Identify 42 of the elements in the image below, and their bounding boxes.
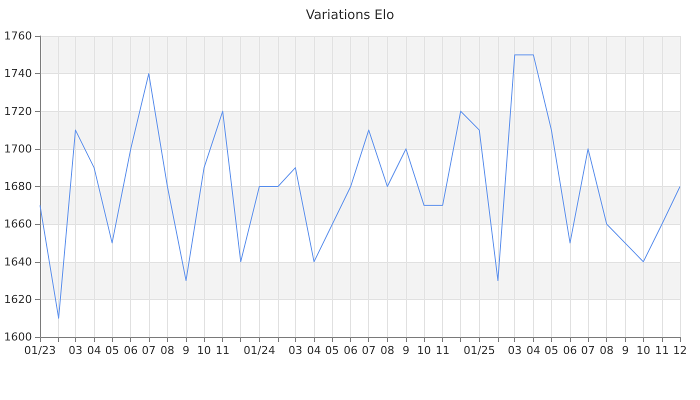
x-tick-label: 01/23	[24, 344, 56, 357]
x-tick-label: 10	[417, 344, 431, 357]
x-tick-label: 05	[105, 344, 120, 357]
x-tick-label: 08	[380, 344, 394, 357]
x-tick-label: 07	[142, 344, 156, 357]
x-tick-label: 06	[124, 344, 138, 357]
y-tick-label: 1680	[4, 180, 32, 193]
x-tick-label: 04	[307, 344, 322, 357]
x-tick-label: 06	[344, 344, 358, 357]
x-tick-label: 05	[325, 344, 340, 357]
x-tick-label: 07	[581, 344, 596, 357]
x-tick-label: 08	[160, 344, 174, 357]
x-tick-label: 10	[197, 344, 212, 357]
x-tick-label: 03	[508, 344, 522, 357]
line-series	[40, 54, 680, 319]
x-tick-label: 10	[636, 344, 650, 357]
y-tick-label: 1600	[4, 330, 32, 344]
x-tick-label: 11	[216, 344, 230, 357]
x-tick-label: 07	[362, 344, 376, 357]
x-tick-label: 9	[182, 344, 190, 357]
y-tick-label: 1640	[4, 255, 32, 268]
y-tick-label: 1720	[4, 104, 32, 118]
x-tick-label: 04	[526, 344, 540, 357]
x-tick-label: 01/24	[243, 344, 276, 357]
y-tick-label: 1620	[4, 292, 32, 306]
x-tick-label: 01/25	[463, 344, 496, 357]
x-tick-label: 08	[600, 344, 614, 357]
y-tick-label: 1760	[4, 30, 32, 42]
x-tick-label: 06	[563, 344, 578, 357]
y-tick-label: 1740	[4, 67, 32, 80]
x-tick-label: 9	[622, 344, 629, 357]
x-tick-label: 05	[544, 344, 558, 357]
x-tick-label: 9	[402, 344, 410, 357]
x-tick-label: 03	[68, 344, 82, 357]
x-tick-label: 04	[87, 344, 102, 357]
x-tick-label: 11	[436, 344, 450, 357]
x-tick-label: 12	[673, 344, 687, 357]
x-tick-label: 11	[654, 344, 669, 357]
chart-title: Variations Elo	[306, 8, 394, 23]
y-tick-label: 1660	[4, 218, 32, 231]
y-tick-label: 1700	[4, 142, 32, 156]
x-tick-label: 03	[288, 344, 302, 357]
